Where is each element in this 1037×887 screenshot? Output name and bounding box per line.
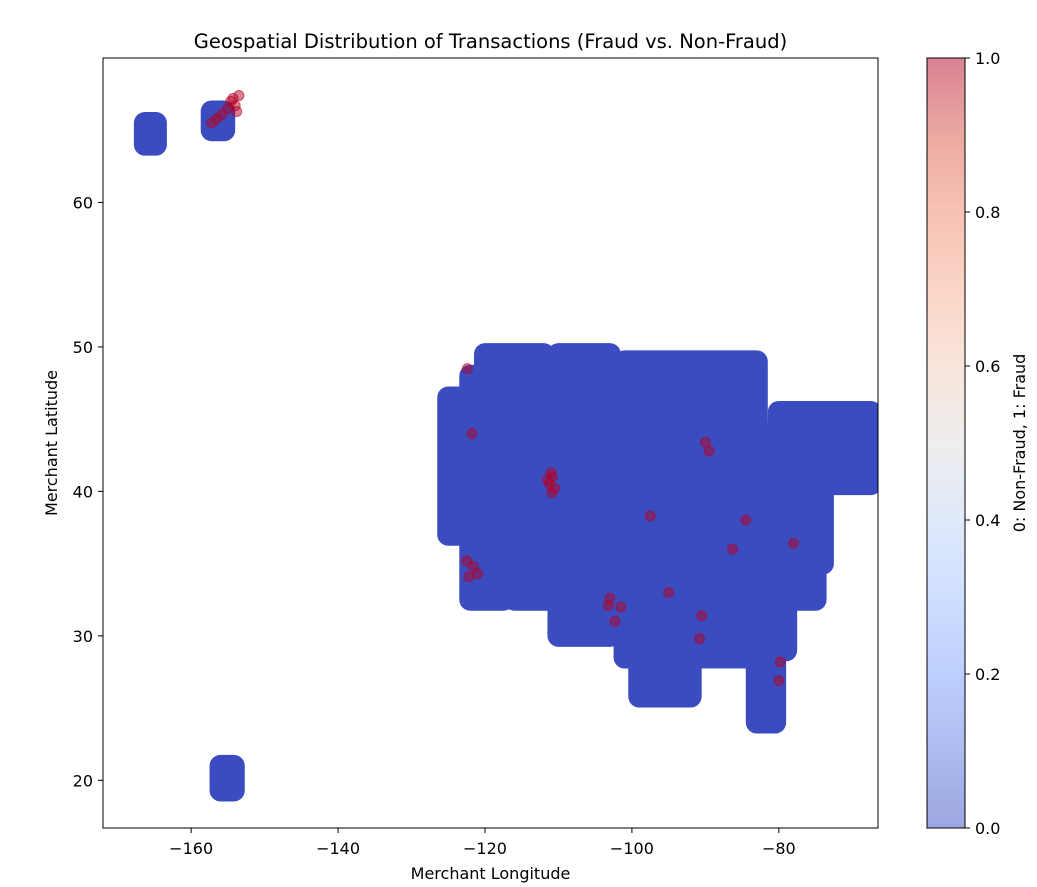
fraud-point [774, 656, 786, 668]
fraud-point [602, 600, 614, 612]
fraud-point [216, 108, 228, 120]
x-tick-label: −120 [463, 839, 507, 858]
non-fraud-points [133, 100, 878, 802]
fraud-point [727, 543, 739, 555]
x-tick-label: −80 [762, 839, 796, 858]
x-tick-label: −160 [169, 839, 213, 858]
fraud-point [466, 428, 478, 440]
non-fraud-cluster [745, 610, 787, 734]
x-tick-label: −100 [610, 839, 654, 858]
fraud-point [231, 105, 243, 117]
colorbar-label: 0: Non-Fraud, 1: Fraud [1010, 354, 1029, 533]
fraud-point [461, 555, 473, 567]
colorbar-frame [926, 57, 966, 829]
y-axis-label: Merchant Latitude [42, 370, 61, 516]
fraud-point [233, 90, 245, 102]
fraud-point [773, 675, 785, 687]
fraud-point [740, 514, 752, 526]
colorbar-tick-label: 0.6 [975, 357, 1000, 376]
fraud-point [206, 117, 218, 129]
x-axis-label: Merchant Longitude [411, 864, 571, 883]
colorbar: 0.0 0.2 0.4 0.6 0.8 1.0 0: Non-Fraud, 1: Frau… [926, 49, 1029, 838]
colorbar-tick-label: 1.0 [975, 49, 1000, 68]
x-tick-label: −140 [316, 839, 360, 858]
fraud-point [545, 467, 557, 479]
chart-title: Geospatial Distribution of Transactions … [194, 30, 787, 53]
fraud-point [461, 363, 473, 375]
colorbar-tick-label: 0.4 [975, 511, 1000, 530]
colorbar-tick-label: 0.8 [975, 203, 1000, 222]
y-tick-label: 60 [73, 193, 93, 212]
fraud-point [696, 610, 708, 622]
colorbar-ticks: 0.0 0.2 0.4 0.6 0.8 1.0 [965, 49, 1000, 838]
x-axis: −160 −140 −120 −100 −80 [169, 828, 796, 858]
non-fraud-cluster [133, 112, 167, 156]
fraud-point [615, 601, 627, 613]
fraud-point [546, 487, 558, 499]
y-tick-label: 50 [73, 338, 93, 357]
fraud-point [703, 445, 715, 457]
y-tick-label: 30 [73, 627, 93, 646]
fraud-point [693, 633, 705, 645]
non-fraud-cluster [628, 595, 702, 708]
colorbar-gradient [927, 58, 965, 828]
fraud-point [225, 95, 237, 107]
plot-frame [102, 57, 879, 829]
colorbar-tick-label: 0.2 [975, 665, 1000, 684]
fraud-point [663, 587, 675, 599]
fraud-points [206, 90, 800, 687]
y-tick-label: 20 [73, 771, 93, 790]
y-axis: 20 30 40 50 60 [73, 193, 103, 790]
non-fraud-cluster [797, 400, 878, 496]
fraud-point [788, 537, 800, 549]
y-tick-label: 40 [73, 482, 93, 501]
fraud-point [644, 510, 656, 522]
fraud-point [609, 615, 621, 627]
fraud-point [472, 568, 484, 580]
non-fraud-cluster [209, 754, 245, 802]
colorbar-tick-label: 0.0 [975, 819, 1000, 838]
